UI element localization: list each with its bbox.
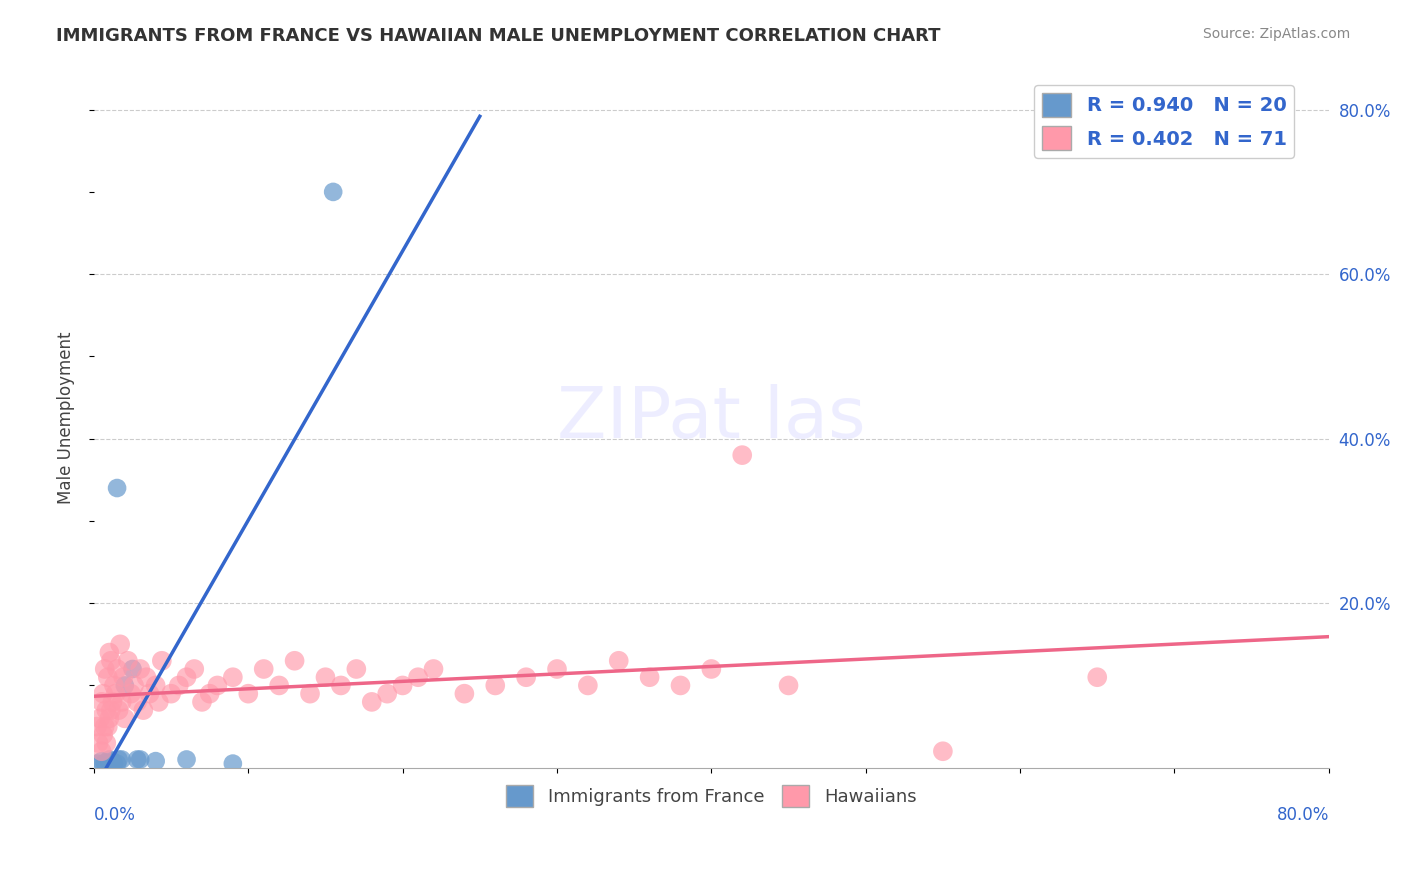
Point — [145, 754, 167, 768]
Point — [515, 670, 537, 684]
Point — [207, 678, 229, 692]
Point — [453, 687, 475, 701]
Point — [96, 736, 118, 750]
Point — [422, 662, 444, 676]
Point — [105, 481, 128, 495]
Point — [121, 662, 143, 676]
Text: Source: ZipAtlas.com: Source: ZipAtlas.com — [1202, 27, 1350, 41]
Point — [176, 752, 198, 766]
Point — [86, 720, 108, 734]
Point — [132, 703, 155, 717]
Point — [198, 687, 221, 701]
Point — [322, 185, 344, 199]
Point — [778, 678, 800, 692]
Point — [176, 670, 198, 684]
Point — [222, 756, 245, 771]
Text: 80.0%: 80.0% — [1277, 806, 1329, 824]
Point — [98, 711, 121, 725]
Point — [360, 695, 382, 709]
Point — [98, 646, 121, 660]
Point — [731, 448, 754, 462]
Point — [160, 687, 183, 701]
Point — [329, 678, 352, 692]
Point — [135, 670, 157, 684]
Point — [93, 720, 115, 734]
Point — [108, 637, 131, 651]
Point — [111, 752, 134, 766]
Point — [101, 756, 124, 770]
Point — [576, 678, 599, 692]
Point — [127, 695, 149, 709]
Point — [129, 662, 152, 676]
Legend: Immigrants from France, Hawaiians: Immigrants from France, Hawaiians — [499, 778, 924, 814]
Point — [114, 678, 136, 692]
Point — [96, 703, 118, 717]
Point — [391, 678, 413, 692]
Point — [104, 687, 127, 701]
Point — [105, 662, 128, 676]
Point — [484, 678, 506, 692]
Point — [222, 670, 245, 684]
Text: ZIPat las: ZIPat las — [557, 384, 866, 452]
Point — [122, 678, 145, 692]
Point — [97, 720, 120, 734]
Point — [127, 752, 149, 766]
Point — [375, 687, 398, 701]
Point — [344, 662, 367, 676]
Point — [98, 756, 121, 771]
Point — [86, 756, 108, 771]
Point — [167, 678, 190, 692]
Point — [100, 654, 122, 668]
Point — [183, 662, 205, 676]
Point — [90, 754, 112, 768]
Point — [700, 662, 723, 676]
Point — [238, 687, 260, 701]
Point — [406, 670, 429, 684]
Text: IMMIGRANTS FROM FRANCE VS HAWAIIAN MALE UNEMPLOYMENT CORRELATION CHART: IMMIGRANTS FROM FRANCE VS HAWAIIAN MALE … — [56, 27, 941, 45]
Point — [98, 752, 121, 766]
Point — [90, 744, 112, 758]
Point — [145, 678, 167, 692]
Point — [120, 687, 142, 701]
Point — [111, 695, 134, 709]
Point — [638, 670, 661, 684]
Point — [107, 752, 129, 766]
Point — [669, 678, 692, 692]
Point — [107, 703, 129, 717]
Point — [105, 756, 128, 771]
Point — [191, 695, 214, 709]
Point — [299, 687, 322, 701]
Point — [93, 662, 115, 676]
Point — [112, 670, 135, 684]
Point — [90, 695, 112, 709]
Point — [97, 670, 120, 684]
Point — [546, 662, 568, 676]
Point — [1085, 670, 1108, 684]
Point — [91, 687, 114, 701]
Text: 0.0%: 0.0% — [94, 806, 136, 824]
Point — [129, 752, 152, 766]
Point — [89, 711, 111, 725]
Point — [607, 654, 630, 668]
Point — [269, 678, 291, 692]
Point — [148, 695, 170, 709]
Point — [284, 654, 307, 668]
Point — [101, 754, 124, 768]
Point — [314, 670, 336, 684]
Point — [138, 687, 160, 701]
Point — [932, 744, 955, 758]
Point — [103, 678, 125, 692]
Point — [93, 756, 115, 770]
Point — [253, 662, 276, 676]
Point — [103, 756, 125, 771]
Point — [117, 654, 139, 668]
Point — [87, 736, 110, 750]
Point — [114, 711, 136, 725]
Point — [150, 654, 173, 668]
Point — [91, 728, 114, 742]
Point — [100, 703, 122, 717]
Y-axis label: Male Unemployment: Male Unemployment — [58, 332, 75, 504]
Point — [101, 695, 124, 709]
